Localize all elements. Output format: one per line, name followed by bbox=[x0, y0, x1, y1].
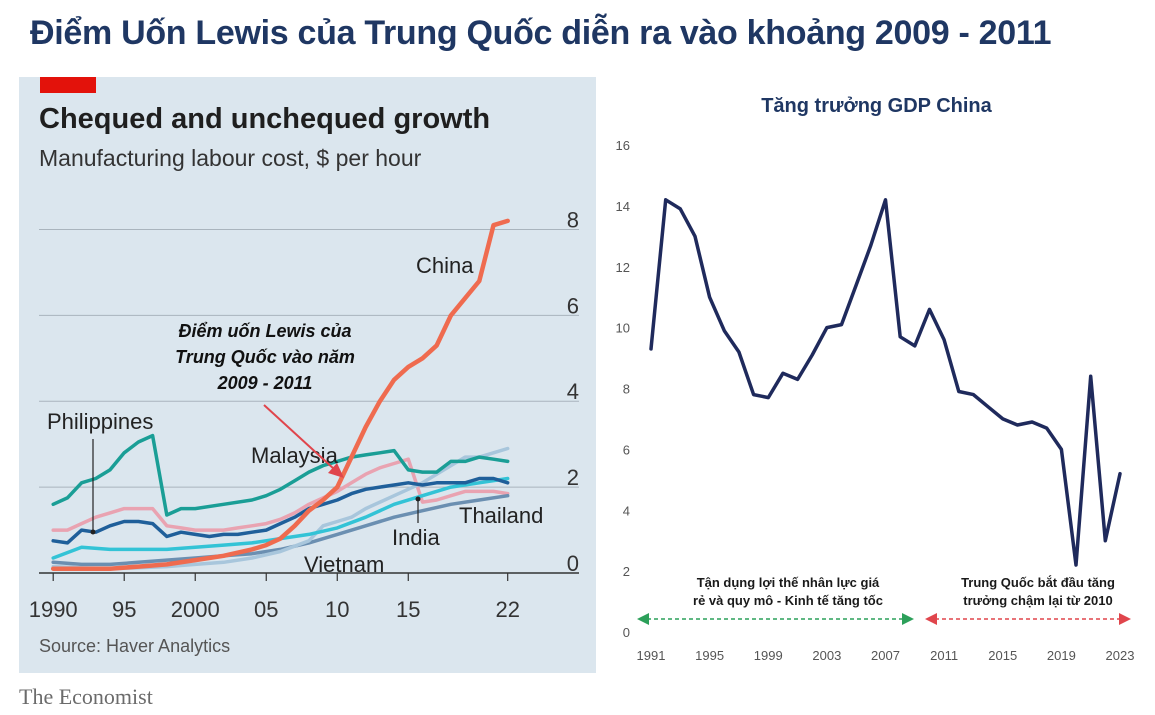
x-tick-label: 15 bbox=[396, 597, 420, 622]
x-tick-label: 10 bbox=[325, 597, 349, 622]
x-tick-label: 2023 bbox=[1106, 648, 1135, 663]
economist-chart-panel: 0 2 4 6 8 1990 95 2000 05 10 15 22 Philippines Indi… bbox=[19, 77, 596, 673]
phase-1-line-2: rẻ và quy mô - Kinh tế tăng tốc bbox=[693, 593, 883, 608]
axes: 0 2 4 6 8 10 12 14 16 1991 1995 1999 2003 2007 2011 201… bbox=[616, 138, 1135, 663]
chart-subtitle: Manufacturing labour cost, $ per hour bbox=[39, 145, 422, 171]
annotation-line: 2009 - 2011 bbox=[217, 373, 313, 393]
vietnam-label: Vietnam bbox=[304, 552, 384, 577]
philippines-label: Philippines bbox=[47, 409, 153, 434]
x-tick-label: 1995 bbox=[695, 648, 724, 663]
grid: 0 2 4 6 8 bbox=[39, 207, 579, 576]
x-tick-label: 22 bbox=[495, 597, 519, 622]
economist-red-tag bbox=[40, 77, 96, 93]
china-label: China bbox=[416, 253, 474, 278]
x-tick-label: 95 bbox=[112, 597, 136, 622]
india-line bbox=[51, 493, 510, 567]
phase-2-line-2: trưởng chậm lại từ 2010 bbox=[963, 593, 1113, 608]
philippines-line bbox=[51, 457, 510, 532]
gdp-line bbox=[649, 198, 1122, 567]
x-tick-label: 1990 bbox=[29, 597, 78, 622]
y-tick-label: 6 bbox=[623, 442, 630, 457]
malaysia-label: Malaysia bbox=[251, 443, 339, 468]
x-tick-label: 2000 bbox=[171, 597, 220, 622]
series-labels: Philippines India Vietnam Thailand Malaysia C… bbox=[47, 253, 543, 577]
india-label: India bbox=[392, 525, 440, 550]
y-tick-label: 0 bbox=[567, 551, 579, 576]
annotation-line: Điểm uốn Lewis của bbox=[178, 321, 351, 341]
phase-label-growth: Tận dụng lợi thế nhân lực giá rẻ và quy … bbox=[658, 574, 918, 610]
annotation-arrow bbox=[263, 404, 335, 470]
x-tick-label: 2003 bbox=[812, 648, 841, 663]
chart-title: Chequed and unchequed growth bbox=[39, 103, 491, 135]
x-tick-label: 1991 bbox=[637, 648, 666, 663]
y-tick-label: 6 bbox=[567, 293, 579, 318]
india-dot bbox=[415, 496, 421, 502]
gdp-chart-panel: 0 2 4 6 8 10 12 14 16 1991 1995 1999 2003 2007 2011 201… bbox=[598, 77, 1155, 681]
economist-logo: The Economist bbox=[19, 684, 153, 709]
y-tick-label: 12 bbox=[616, 260, 630, 275]
china-line bbox=[50, 218, 510, 571]
x-tick-label: 2011 bbox=[930, 648, 958, 663]
gdp-series bbox=[649, 198, 1122, 567]
labour-cost-chart: 0 2 4 6 8 1990 95 2000 05 10 15 22 Philippines Indi… bbox=[29, 77, 579, 622]
y-tick-label: 14 bbox=[616, 199, 630, 214]
series-lines bbox=[50, 218, 510, 571]
phase-1-line-1: Tận dụng lợi thế nhân lực giá bbox=[696, 575, 880, 590]
phase-2-line-1: Trung Quốc bắt đầu tăng bbox=[961, 575, 1115, 590]
thailand-label: Thailand bbox=[459, 503, 543, 528]
y-tick-label: 4 bbox=[567, 379, 579, 404]
x-tick-label: 2015 bbox=[988, 648, 1017, 663]
x-axis: 1990 95 2000 05 10 15 22 bbox=[29, 573, 520, 622]
gdp-chart: 0 2 4 6 8 10 12 14 16 1991 1995 1999 2003 2007 2011 201… bbox=[616, 138, 1135, 663]
annotation-arrowhead bbox=[328, 463, 344, 478]
annotation: Điểm uốn Lewis của Trung Quốc vào năm 2009… bbox=[175, 321, 355, 478]
y-tick-label: 10 bbox=[616, 321, 630, 336]
malaysia-line bbox=[51, 433, 510, 517]
x-tick-label: 1999 bbox=[754, 648, 783, 663]
y-tick-label: 8 bbox=[567, 207, 579, 232]
x-tick-label: 2019 bbox=[1047, 648, 1076, 663]
annotation-line: Trung Quốc vào năm bbox=[175, 347, 355, 367]
phase-label-slowdown: Trung Quốc bắt đầu tăng trưởng chậm lại … bbox=[938, 574, 1138, 610]
malaysia-dark-line bbox=[51, 476, 510, 545]
x-tick-label: 2007 bbox=[871, 648, 900, 663]
y-tick-label: 8 bbox=[623, 382, 630, 397]
y-tick-label: 0 bbox=[623, 625, 630, 640]
y-tick-label: 4 bbox=[623, 503, 630, 518]
x-tick-label: 05 bbox=[254, 597, 278, 622]
page-title: Điểm Uốn Lewis của Trung Quốc diễn ra và… bbox=[30, 14, 1052, 52]
gdp-chart-title: Tăng trưởng GDP China bbox=[761, 95, 992, 117]
y-tick-label: 2 bbox=[623, 564, 630, 579]
y-tick-label: 16 bbox=[616, 138, 630, 153]
philippines-dot bbox=[90, 529, 96, 535]
y-tick-label: 2 bbox=[567, 465, 579, 490]
chart-source: Source: Haver Analytics bbox=[39, 636, 231, 656]
